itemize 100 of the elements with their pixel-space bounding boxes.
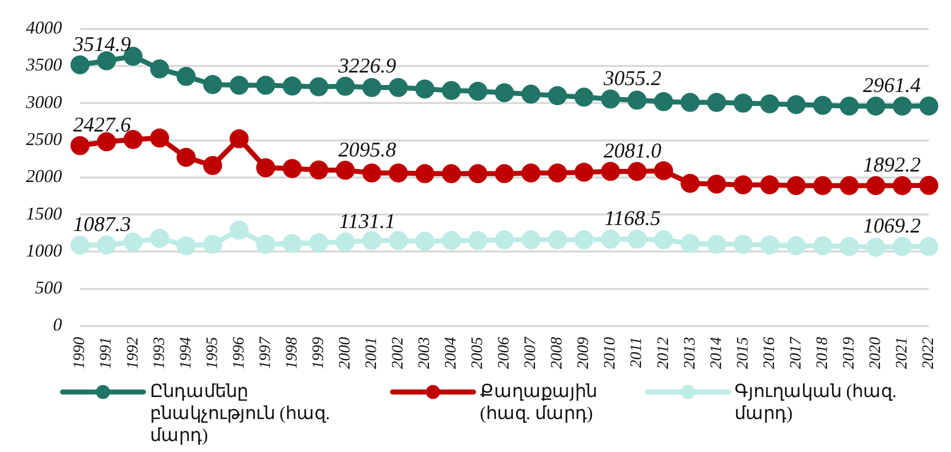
point — [362, 78, 382, 97]
point — [734, 94, 753, 113]
x-tick-label: 2005 — [469, 337, 486, 369]
point — [548, 163, 567, 182]
x-tick-label: 2016 — [760, 337, 778, 369]
x-tick-label: 2010 — [602, 337, 619, 369]
point — [256, 234, 276, 254]
x-tick-label: 1991 — [98, 337, 115, 369]
x-tick-label: 1995 — [204, 337, 221, 369]
point — [124, 130, 143, 150]
point — [336, 232, 355, 252]
x-tick-label: 2022 — [920, 337, 938, 369]
point — [256, 76, 276, 95]
point — [230, 76, 249, 95]
x-tick-label: 2013 — [681, 337, 698, 369]
legend-label: Գյուղական (հազ. մարդ) — [734, 380, 898, 424]
point — [707, 92, 726, 112]
data-label: 1892.2 — [863, 152, 922, 176]
point — [548, 86, 567, 106]
point — [494, 230, 514, 250]
point — [203, 75, 222, 94]
point — [362, 231, 382, 250]
point — [840, 96, 859, 116]
x-tick-label: 2017 — [787, 336, 804, 369]
point — [388, 78, 408, 97]
x-tick-label: 2003 — [416, 337, 434, 369]
data-label: 3055.2 — [602, 66, 662, 90]
point — [282, 76, 302, 96]
point — [680, 92, 700, 112]
point — [548, 230, 567, 250]
y-tick-label: 2000 — [26, 166, 62, 186]
x-tick-label: 2000 — [336, 337, 354, 369]
x-tick-label: 2012 — [654, 337, 672, 369]
point — [256, 158, 276, 178]
point — [176, 66, 196, 86]
point — [707, 174, 726, 194]
x-tick-label: 2006 — [496, 337, 513, 369]
point — [680, 234, 700, 254]
point — [813, 176, 832, 196]
point — [654, 161, 674, 180]
y-tick-label: 3000 — [25, 92, 62, 112]
point — [840, 176, 859, 196]
data-label: 3514.9 — [72, 32, 132, 56]
y-tick-label: 3500 — [25, 54, 62, 75]
y-tick-label: 1000 — [26, 240, 62, 260]
x-tick-label: 2021 — [893, 337, 910, 369]
point — [203, 156, 222, 176]
point — [786, 176, 806, 196]
point — [336, 76, 355, 96]
data-label: 3226.9 — [337, 53, 397, 78]
x-tick-label: 2004 — [442, 337, 460, 369]
point — [468, 231, 488, 250]
y-tick-label: 0 — [53, 314, 62, 335]
point — [176, 236, 196, 256]
point — [760, 175, 780, 194]
point — [468, 164, 488, 184]
point — [124, 232, 143, 252]
point — [203, 234, 222, 254]
point — [680, 174, 700, 193]
point — [70, 136, 90, 156]
point — [468, 82, 488, 101]
point — [892, 96, 912, 116]
point — [628, 90, 647, 110]
point — [919, 96, 938, 116]
y-tick-label: 500 — [35, 278, 62, 298]
point — [176, 148, 196, 167]
x-tick-label: 2007 — [522, 336, 540, 369]
data-label: 2095.8 — [338, 137, 397, 162]
point — [521, 230, 540, 250]
point — [654, 92, 674, 112]
data-label: 1069.2 — [863, 214, 922, 238]
point — [309, 77, 328, 96]
point — [494, 164, 514, 184]
x-tick-label: 1993 — [150, 337, 168, 369]
data-label: 2961.4 — [863, 72, 922, 97]
x-tick-label: 2011 — [628, 337, 646, 368]
point — [230, 129, 249, 148]
point — [282, 234, 302, 254]
data-label: 2081.0 — [604, 138, 662, 162]
point — [866, 176, 886, 196]
data-label: 1087.3 — [73, 212, 131, 236]
point — [442, 231, 461, 250]
point — [760, 94, 780, 114]
point — [415, 232, 434, 251]
point — [309, 160, 328, 180]
point — [362, 163, 382, 182]
point — [574, 230, 594, 250]
x-tick-label: 1992 — [124, 337, 142, 369]
point — [786, 236, 806, 256]
legend-label: Քաղաքային (հազ. մարդ) — [480, 380, 598, 424]
point — [388, 231, 408, 250]
x-tick-label: 1994 — [177, 337, 194, 369]
x-tick-label: 2009 — [575, 337, 592, 369]
point — [628, 162, 647, 181]
x-tick-label: 1997 — [256, 336, 274, 369]
point — [521, 84, 540, 104]
point — [601, 90, 620, 108]
point — [601, 230, 620, 249]
point — [150, 128, 170, 148]
point — [494, 83, 514, 102]
